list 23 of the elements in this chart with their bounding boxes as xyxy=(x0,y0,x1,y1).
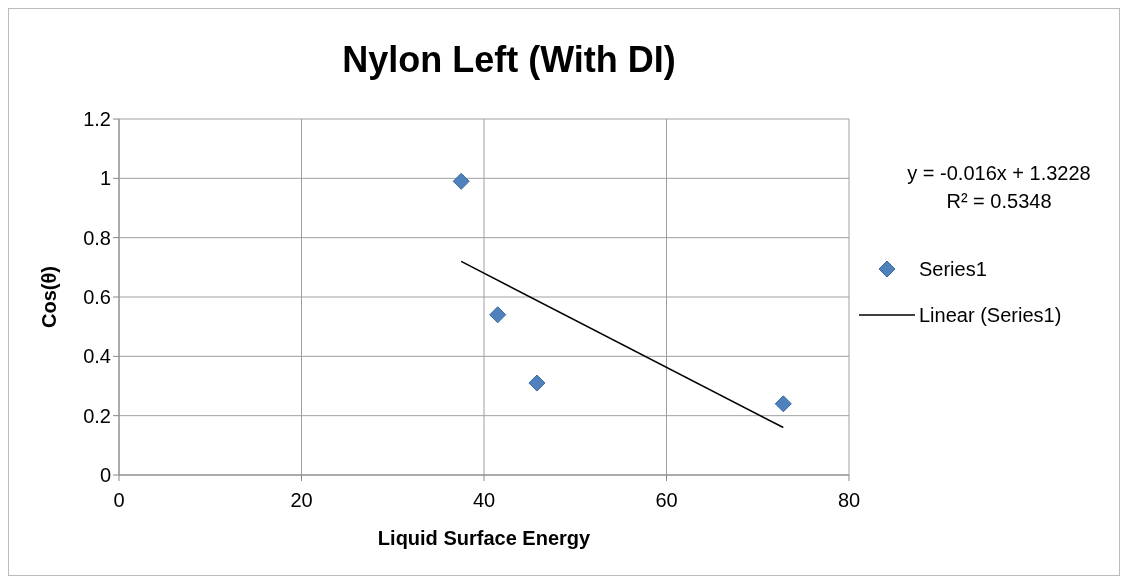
chart-title: Nylon Left (With DI) xyxy=(341,39,677,81)
y-tick-label: 0.2 xyxy=(83,404,111,427)
x-tick-label: 20 xyxy=(290,489,313,512)
x-tick-label: 0 xyxy=(113,489,125,512)
legend-label: Linear (Series1) xyxy=(919,303,1062,327)
x-tick-label: 40 xyxy=(472,489,496,512)
text: y = -0.016x + 1.3228 xyxy=(906,161,1092,186)
point xyxy=(452,172,470,190)
x-tick-label: 60 xyxy=(655,489,678,512)
y-tick-label: 0.4 xyxy=(83,345,111,368)
x-axis-title: Liquid Surface Energy xyxy=(377,527,592,549)
x-tick-label: 80 xyxy=(837,489,861,512)
y-tick-label: 0.6 xyxy=(83,286,111,309)
y-tick-label: 0.8 xyxy=(83,226,111,249)
y-tick-label: 1 xyxy=(99,167,111,190)
point xyxy=(528,374,546,392)
point xyxy=(774,395,792,413)
text: R² = 0.5348 xyxy=(945,189,1053,214)
y-tick-label: 1.2 xyxy=(83,108,111,131)
point xyxy=(489,306,507,324)
y-axis-title: Cos(θ) xyxy=(38,266,61,328)
legend-label: Series1 xyxy=(919,257,987,281)
y-tick-label: 0 xyxy=(99,464,111,487)
